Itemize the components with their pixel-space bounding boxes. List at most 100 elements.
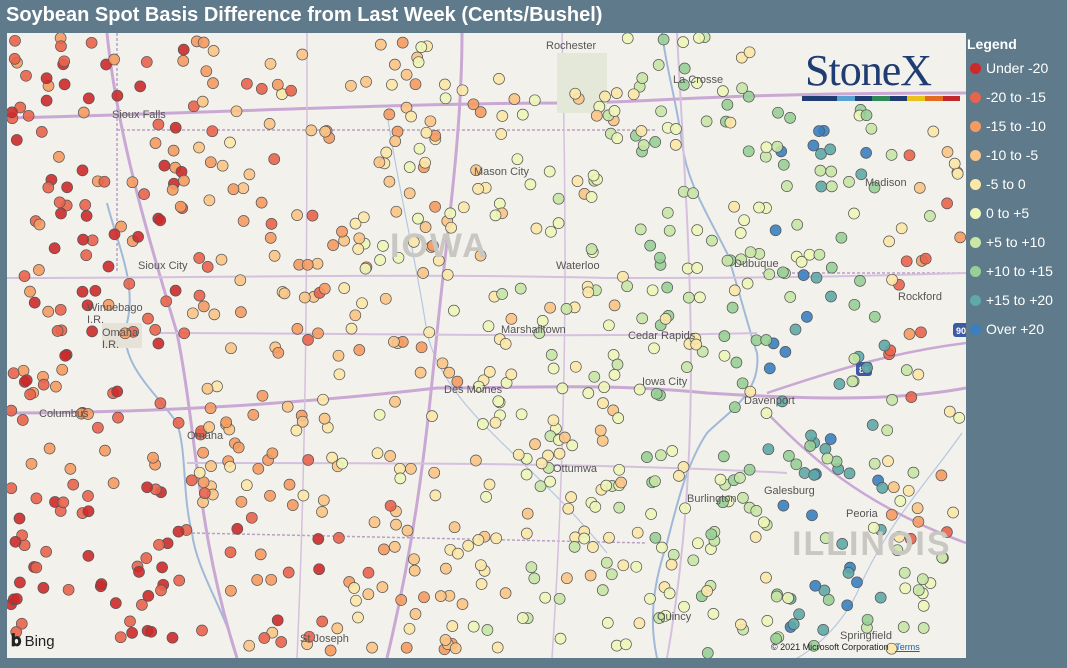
- basis-point-marker[interactable]: [798, 467, 811, 479]
- basis-point-marker[interactable]: [490, 532, 503, 545]
- basis-point-marker[interactable]: [533, 327, 546, 339]
- basis-point-marker[interactable]: [149, 137, 162, 149]
- basis-point-marker[interactable]: [891, 544, 904, 557]
- basis-point-marker[interactable]: [235, 495, 248, 508]
- basis-point-marker[interactable]: [142, 590, 155, 602]
- basis-point-marker[interactable]: [302, 334, 314, 346]
- basis-point-marker[interactable]: [724, 116, 737, 129]
- basis-point-marker[interactable]: [286, 499, 299, 511]
- basis-point-marker[interactable]: [547, 414, 560, 427]
- basis-point-marker[interactable]: [542, 449, 554, 462]
- basis-point-marker[interactable]: [615, 476, 627, 489]
- basis-point-marker[interactable]: [552, 217, 565, 229]
- basis-point-marker[interactable]: [760, 571, 772, 584]
- basis-point-marker[interactable]: [196, 95, 209, 108]
- basis-point-marker[interactable]: [208, 308, 221, 321]
- basis-point-marker[interactable]: [801, 311, 813, 323]
- basis-point-marker[interactable]: [59, 349, 72, 362]
- basis-point-marker[interactable]: [102, 299, 115, 311]
- basis-point-marker[interactable]: [326, 451, 338, 464]
- basis-point-marker[interactable]: [272, 346, 285, 359]
- basis-point-marker[interactable]: [496, 110, 509, 122]
- basis-point-marker[interactable]: [345, 322, 358, 335]
- basis-point-marker[interactable]: [483, 478, 496, 491]
- basis-point-marker[interactable]: [825, 290, 837, 303]
- basis-point-marker[interactable]: [529, 438, 541, 450]
- basis-point-marker[interactable]: [776, 395, 789, 408]
- basis-point-marker[interactable]: [446, 620, 459, 632]
- basis-point-marker[interactable]: [153, 538, 165, 551]
- basis-point-marker[interactable]: [255, 196, 268, 209]
- basis-point-marker[interactable]: [95, 578, 108, 590]
- basis-point-marker[interactable]: [613, 501, 626, 514]
- basis-point-marker[interactable]: [140, 552, 153, 564]
- basis-point-marker[interactable]: [405, 110, 417, 123]
- basis-point-marker[interactable]: [941, 146, 954, 158]
- basis-point-marker[interactable]: [350, 594, 362, 607]
- basis-point-marker[interactable]: [138, 188, 150, 200]
- basis-point-marker[interactable]: [43, 442, 56, 455]
- basis-point-marker[interactable]: [263, 118, 276, 130]
- basis-point-marker[interactable]: [30, 492, 43, 505]
- basis-point-marker[interactable]: [477, 418, 489, 430]
- basis-point-marker[interactable]: [742, 145, 755, 158]
- basis-point-marker[interactable]: [806, 509, 818, 522]
- basis-point-marker[interactable]: [817, 624, 830, 636]
- basis-point-marker[interactable]: [876, 482, 889, 494]
- basis-point-marker[interactable]: [935, 469, 948, 482]
- basis-point-marker[interactable]: [278, 287, 291, 300]
- basis-point-marker[interactable]: [744, 246, 757, 259]
- basis-point-marker[interactable]: [211, 380, 223, 393]
- basis-point-marker[interactable]: [231, 523, 244, 535]
- basis-point-marker[interactable]: [687, 554, 700, 567]
- basis-point-marker[interactable]: [186, 307, 199, 320]
- basis-point-marker[interactable]: [843, 176, 855, 188]
- basis-point-marker[interactable]: [743, 46, 756, 59]
- basis-point-marker[interactable]: [721, 98, 734, 111]
- basis-point-marker[interactable]: [85, 36, 98, 49]
- basis-point-marker[interactable]: [140, 56, 153, 68]
- basis-point-marker[interactable]: [172, 417, 185, 429]
- basis-point-marker[interactable]: [449, 642, 462, 655]
- basis-point-marker[interactable]: [80, 210, 93, 222]
- basis-point-marker[interactable]: [822, 594, 835, 606]
- basis-point-marker[interactable]: [40, 545, 52, 558]
- basis-point-marker[interactable]: [760, 141, 773, 154]
- basis-point-marker[interactable]: [467, 98, 480, 111]
- basis-point-marker[interactable]: [948, 157, 961, 170]
- basis-point-marker[interactable]: [145, 625, 158, 638]
- basis-point-marker[interactable]: [237, 215, 250, 227]
- basis-point-marker[interactable]: [201, 261, 214, 273]
- basis-point-marker[interactable]: [644, 592, 656, 605]
- basis-point-marker[interactable]: [303, 630, 316, 643]
- basis-point-marker[interactable]: [415, 341, 428, 354]
- basis-point-marker[interactable]: [456, 84, 469, 97]
- basis-point-marker[interactable]: [7, 106, 18, 119]
- basis-point-marker[interactable]: [635, 125, 648, 137]
- basis-point-marker[interactable]: [124, 615, 136, 628]
- basis-point-marker[interactable]: [467, 620, 480, 633]
- basis-point-marker[interactable]: [252, 462, 265, 475]
- basis-point-marker[interactable]: [167, 144, 180, 157]
- basis-point-marker[interactable]: [349, 217, 362, 230]
- basis-point-marker[interactable]: [648, 342, 660, 355]
- basis-point-marker[interactable]: [136, 599, 148, 611]
- basis-point-marker[interactable]: [737, 492, 749, 504]
- basis-point-marker[interactable]: [543, 165, 556, 178]
- basis-point-marker[interactable]: [594, 424, 607, 437]
- basis-point-marker[interactable]: [336, 457, 348, 470]
- basis-point-marker[interactable]: [553, 592, 566, 605]
- basis-point-marker[interactable]: [762, 443, 775, 456]
- basis-point-marker[interactable]: [443, 366, 456, 379]
- basis-point-marker[interactable]: [426, 410, 438, 422]
- basis-point-marker[interactable]: [134, 80, 147, 93]
- basis-point-marker[interactable]: [489, 209, 502, 222]
- basis-point-marker[interactable]: [483, 366, 496, 378]
- basis-point-marker[interactable]: [534, 480, 547, 493]
- basis-point-marker[interactable]: [781, 180, 793, 192]
- basis-point-marker[interactable]: [512, 448, 525, 461]
- basis-point-marker[interactable]: [571, 175, 584, 187]
- basis-point-marker[interactable]: [317, 393, 329, 406]
- basis-point-marker[interactable]: [634, 223, 647, 236]
- basis-point-marker[interactable]: [102, 260, 115, 273]
